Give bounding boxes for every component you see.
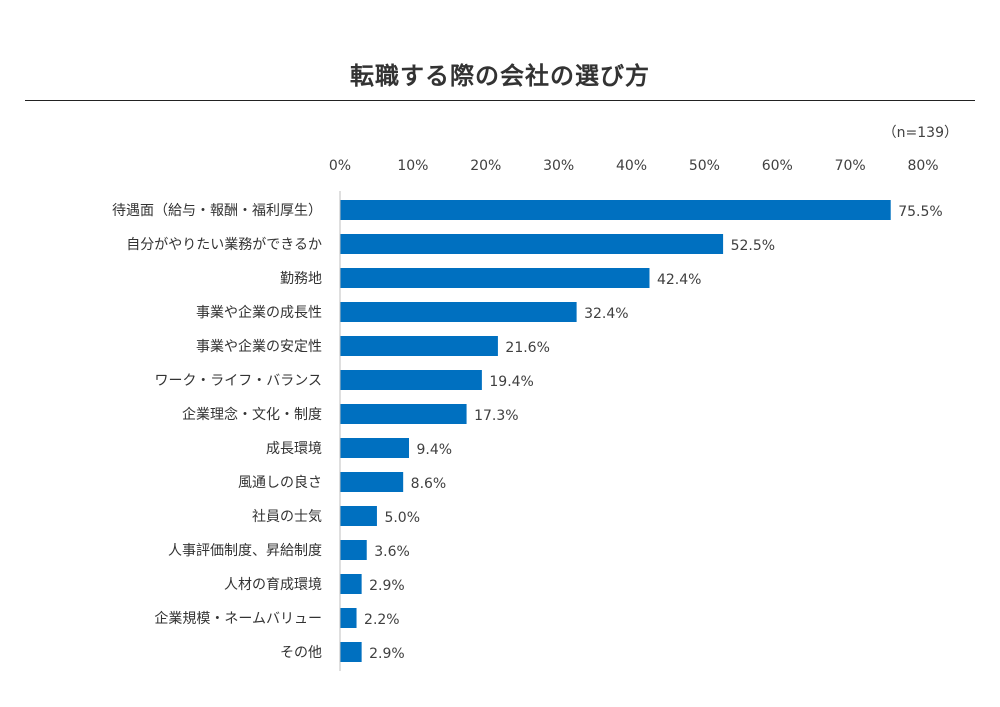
value-labels: 75.5% 52.5% 42.4% 32.4% 21.6% 19.4% 17.3% 9.4% 8…	[364, 204, 943, 662]
category-label: 人材の育成環境	[224, 577, 322, 593]
value-label: 9.4%	[417, 442, 453, 458]
value-label: 21.6%	[505, 340, 549, 356]
category-labels: 待遇面（給与・報酬・福利厚生） 自分がやりたい業務ができるか勤務地事業や企業の成長…	[112, 203, 322, 661]
value-label: 5.0%	[384, 510, 420, 526]
bar	[340, 608, 357, 628]
category-label: 自分がやりたい業務ができるか	[126, 237, 322, 253]
value-label: 2.2%	[364, 612, 400, 628]
x-tick-label: 0%	[329, 158, 351, 174]
chart-title: 転職する際の会社の選び方	[350, 62, 650, 90]
bar	[340, 268, 650, 288]
value-label: 2.9%	[369, 578, 405, 594]
bar	[340, 472, 404, 492]
bar	[340, 302, 577, 322]
x-tick-label: 50%	[689, 158, 720, 174]
bars	[340, 200, 891, 662]
value-label: 42.4%	[657, 272, 701, 288]
value-label: 19.4%	[489, 374, 533, 390]
value-label: 52.5%	[731, 238, 775, 254]
bar	[340, 336, 498, 356]
bar	[340, 574, 362, 594]
category-label: ワーク・ライフ・バランス	[155, 373, 322, 389]
bar	[340, 404, 467, 424]
category-label: 勤務地	[280, 271, 322, 287]
x-tick-label: 30%	[543, 158, 574, 174]
category-label: 人事評価制度、昇給制度	[168, 543, 322, 559]
bar	[340, 200, 891, 220]
bar	[340, 370, 482, 390]
value-label: 3.6%	[374, 544, 410, 560]
sample-size-note: （n=139）	[882, 125, 958, 141]
bar	[340, 234, 724, 254]
value-label: 75.5%	[898, 204, 942, 220]
category-label: 企業規模・ネームバリュー	[154, 610, 322, 627]
title-divider	[25, 100, 975, 101]
category-label: 企業理念・文化・制度	[182, 406, 322, 423]
bar	[340, 642, 362, 662]
x-tick-label: 80%	[907, 158, 938, 174]
category-label: 事業や企業の成長性	[196, 304, 322, 321]
value-label: 17.3%	[474, 408, 518, 424]
category-label: その他	[280, 645, 322, 661]
value-label: 32.4%	[584, 306, 628, 322]
category-label: 成長環境	[266, 441, 322, 457]
x-tick-label: 40%	[616, 158, 647, 174]
bar	[340, 438, 410, 458]
category-label: 社員の士気	[252, 509, 322, 525]
value-label: 8.6%	[411, 476, 447, 492]
x-tick-label: 10%	[397, 158, 428, 174]
bar	[340, 506, 377, 526]
x-tick-label: 70%	[835, 158, 866, 174]
bar	[340, 540, 367, 560]
x-axis-ticks: 0% 10% 20% 30% 40% 50% 60% 70% 80%	[329, 158, 939, 174]
category-label: 待遇面（給与・報酬・福利厚生）	[112, 203, 322, 219]
x-tick-label: 60%	[762, 158, 793, 174]
category-label: 風通しの良さ	[238, 475, 322, 491]
value-label: 2.9%	[369, 646, 405, 662]
x-tick-label: 20%	[470, 158, 501, 174]
category-label: 事業や企業の安定性	[196, 338, 322, 355]
